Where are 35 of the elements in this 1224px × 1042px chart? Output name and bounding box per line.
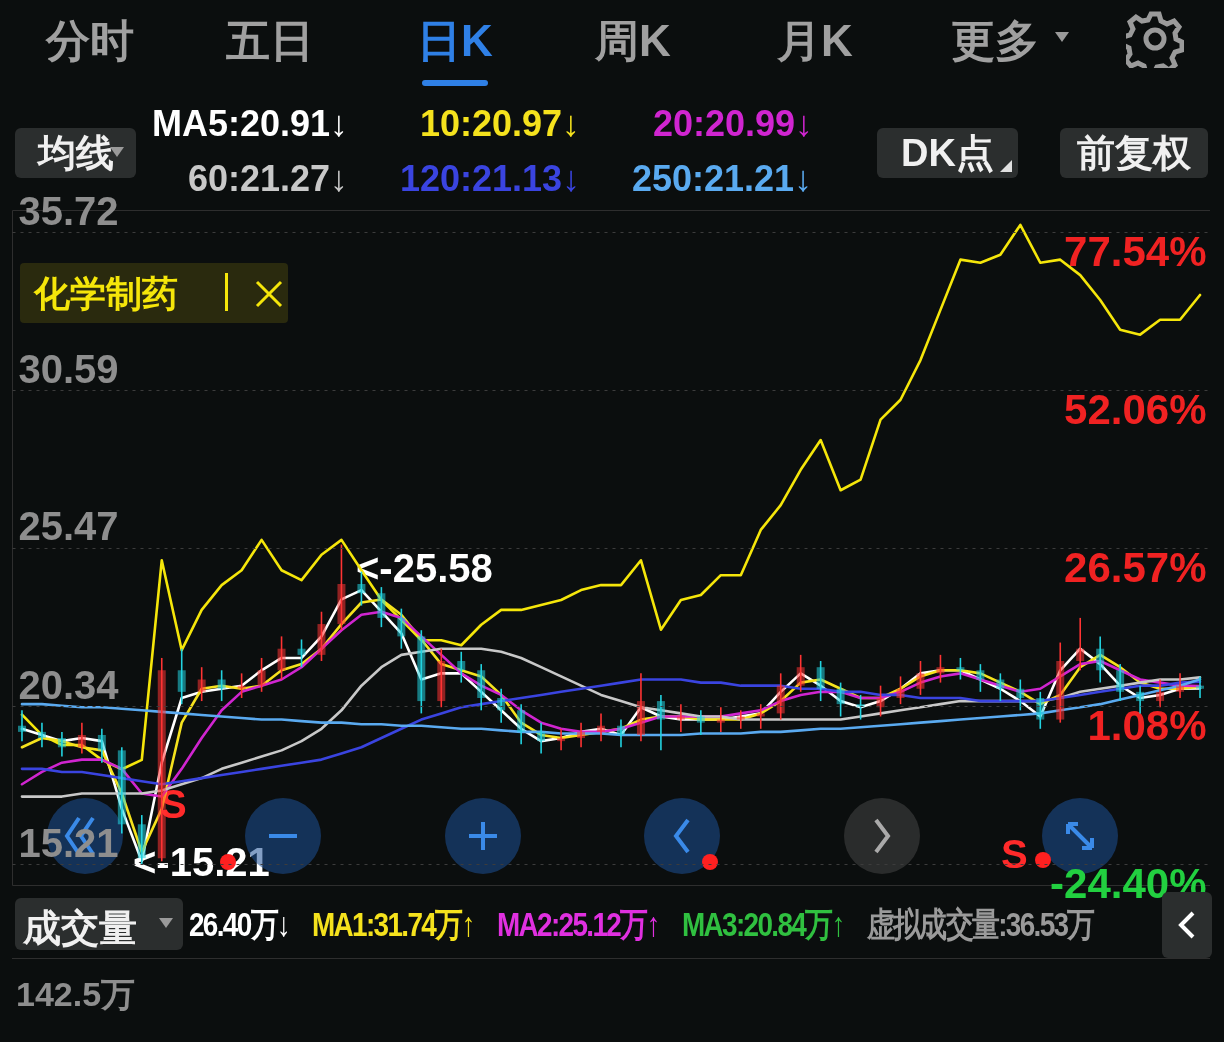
annotation: S (1001, 832, 1028, 877)
text: 均线 (15, 128, 136, 178)
y-tick-label: 30.59 (18, 346, 119, 391)
y-tick-label: 25.47 (18, 504, 119, 549)
text: 142.5万 (16, 974, 136, 1015)
y2-tick-label: 77.54% (1064, 227, 1207, 275)
text: 10:20.97↓ (420, 103, 581, 145)
annotation: <-15.21 (133, 840, 270, 885)
annotation: <-25.58 (356, 546, 493, 591)
text: 成交量 (23, 906, 137, 951)
text: 月K (776, 15, 854, 67)
text: MA2:25.12万↑ (497, 904, 659, 945)
text: MA5:20.91↓ (152, 103, 349, 145)
text: MA1:31.74万↑ (312, 904, 474, 945)
text: 60:21.27↓ (188, 158, 349, 200)
text: 前复权 (1060, 128, 1208, 178)
text: 20:20.99↓ (653, 103, 814, 145)
y-tick-label: 35.72 (18, 188, 119, 233)
text: 日K (416, 15, 494, 67)
text: 五日 (225, 15, 315, 67)
legend-label: 化学制药 (34, 272, 178, 316)
y-tick-label: 20.34 (18, 662, 120, 707)
y2-tick-label: 52.06% (1064, 385, 1207, 433)
text: 250:21.21↓ (632, 158, 813, 200)
y2-tick-label: -24.40% (1050, 859, 1207, 907)
text: 周K (594, 15, 672, 67)
text: DK点 (877, 128, 1018, 178)
text: 120:21.13↓ (400, 158, 581, 200)
y2-tick-label: 1.08% (1087, 701, 1207, 749)
text: MA3:20.84万↑ (682, 904, 844, 945)
y2-tick-label: 26.57% (1064, 543, 1207, 591)
text: 更多 (950, 15, 1040, 67)
text: 分时 (44, 15, 135, 67)
text: 虚拟成交量:36.53万 (867, 904, 1094, 945)
text: 26.40万↓ (189, 904, 290, 945)
